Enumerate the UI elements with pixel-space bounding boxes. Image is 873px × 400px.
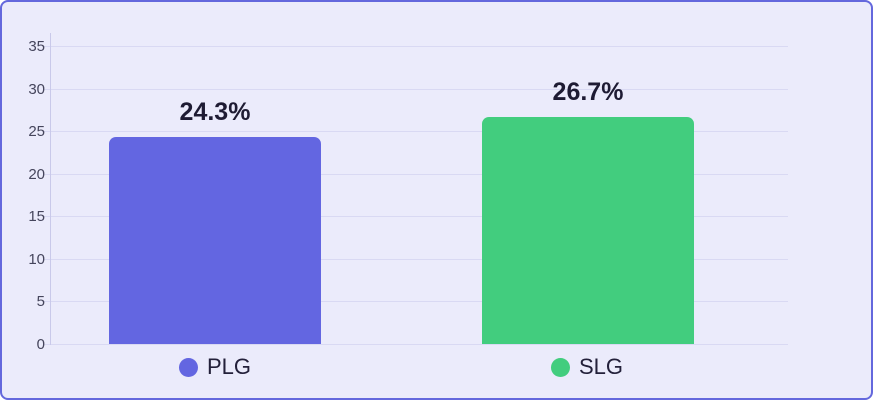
legend-label: SLG bbox=[578, 354, 624, 379]
legend-item-plg[interactable]: PLG bbox=[178, 354, 252, 379]
y-tick-label: 35 bbox=[28, 38, 45, 55]
y-tick-label: 0 bbox=[36, 336, 45, 353]
y-tick-label: 15 bbox=[28, 208, 45, 225]
gridline bbox=[43, 89, 788, 90]
legend-label: PLG bbox=[206, 354, 252, 379]
bar-plg bbox=[109, 137, 321, 344]
value-label-slg: 26.7% bbox=[552, 78, 624, 106]
y-tick-label: 20 bbox=[28, 166, 45, 183]
gridline bbox=[43, 301, 788, 302]
legend-dot-plg bbox=[178, 357, 198, 377]
gridline bbox=[43, 46, 788, 47]
gridline bbox=[43, 131, 788, 132]
y-axis-line bbox=[50, 33, 51, 345]
legend-dot-slg bbox=[550, 357, 570, 377]
gridline bbox=[43, 259, 788, 260]
y-tick-label: 10 bbox=[28, 251, 45, 268]
y-tick-label: 30 bbox=[28, 81, 45, 98]
gridline bbox=[43, 216, 788, 217]
gridline bbox=[43, 174, 788, 175]
gridline bbox=[43, 344, 788, 345]
legend-item-slg[interactable]: SLG bbox=[550, 354, 624, 379]
bar-slg bbox=[482, 117, 694, 344]
value-label-plg: 24.3% bbox=[179, 98, 251, 126]
y-tick-label: 25 bbox=[28, 123, 45, 140]
y-tick-label: 5 bbox=[36, 293, 45, 310]
